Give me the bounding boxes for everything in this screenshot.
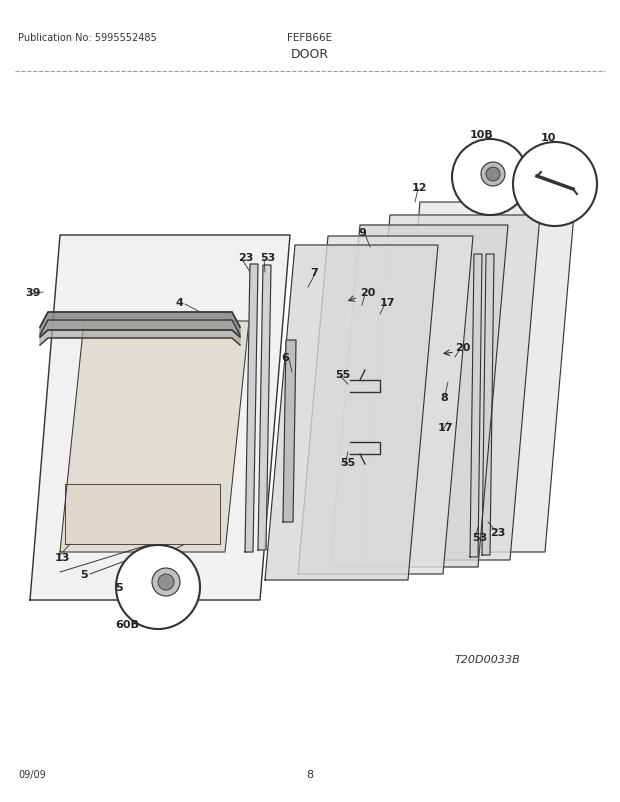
Polygon shape [65, 484, 220, 545]
Text: 10B: 10B [470, 130, 494, 140]
Text: 10: 10 [540, 133, 556, 143]
Text: 17: 17 [380, 298, 396, 308]
Polygon shape [265, 245, 438, 581]
Circle shape [481, 163, 505, 187]
Text: 09/09: 09/09 [18, 769, 46, 779]
Text: FEFB66E: FEFB66E [288, 33, 332, 43]
Text: 20: 20 [455, 342, 471, 353]
Text: Publication No: 5995552485: Publication No: 5995552485 [18, 33, 157, 43]
Polygon shape [482, 255, 494, 555]
Polygon shape [360, 216, 540, 561]
Polygon shape [245, 265, 258, 553]
Text: 39: 39 [25, 288, 40, 298]
Text: 17: 17 [438, 423, 453, 432]
Text: 6: 6 [281, 353, 289, 363]
Polygon shape [40, 313, 240, 338]
Polygon shape [330, 225, 508, 567]
Polygon shape [298, 237, 473, 574]
Circle shape [452, 140, 528, 216]
Text: 7: 7 [310, 268, 317, 277]
Polygon shape [283, 341, 296, 522]
Polygon shape [30, 236, 290, 600]
Text: 9: 9 [358, 228, 366, 237]
Polygon shape [470, 255, 482, 557]
Text: 20: 20 [360, 288, 375, 298]
Polygon shape [390, 203, 575, 553]
Text: 23: 23 [238, 253, 254, 263]
Text: 12: 12 [412, 183, 428, 192]
Polygon shape [40, 321, 240, 346]
Circle shape [152, 569, 180, 596]
Polygon shape [258, 265, 271, 550]
Text: 60B: 60B [115, 619, 139, 630]
Circle shape [513, 143, 597, 227]
Text: 53: 53 [260, 253, 275, 263]
Text: T20D0033B: T20D0033B [455, 654, 521, 664]
Text: 23: 23 [490, 528, 505, 537]
Text: 5: 5 [80, 569, 87, 579]
Text: 8: 8 [440, 392, 448, 403]
Text: DOOR: DOOR [291, 48, 329, 62]
Circle shape [486, 168, 500, 182]
Circle shape [116, 545, 200, 630]
Circle shape [158, 574, 174, 590]
Text: 5: 5 [115, 582, 123, 592]
Text: 55: 55 [340, 457, 355, 468]
Text: 8: 8 [306, 769, 314, 779]
Text: 13: 13 [55, 553, 71, 562]
Text: 4: 4 [175, 298, 183, 308]
Polygon shape [60, 322, 249, 553]
Text: 55: 55 [335, 370, 350, 379]
Text: 53: 53 [472, 533, 487, 542]
